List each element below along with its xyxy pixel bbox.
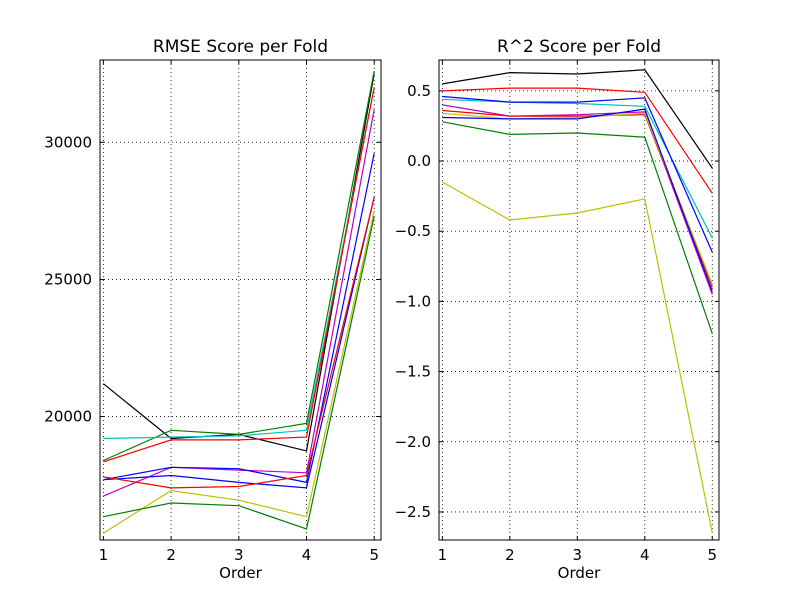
rmse-series-line-2	[103, 70, 375, 462]
r2-x-tick-label: 4	[640, 546, 650, 564]
r2-series-line-7	[442, 112, 713, 285]
r2-series-line-1	[442, 69, 713, 169]
r2-x-tick-label: 5	[707, 546, 717, 564]
r2-series-line-6	[442, 109, 713, 288]
r2-y-tick-label: −0.5	[395, 222, 431, 240]
r2-y-tick-label: −1.0	[395, 292, 431, 310]
r2-series-line-9	[442, 121, 713, 334]
rmse-y-tick-label: 20000	[44, 408, 92, 426]
rmse-x-axis-label: Order	[219, 564, 262, 582]
rmse-chart-title: RMSE Score per Fold	[153, 37, 328, 57]
r2-x-axis-label: Order	[558, 564, 601, 582]
r2-y-tick-label: −1.5	[395, 363, 431, 381]
rmse-series-line-8	[103, 196, 375, 489]
r2-x-tick-label: 3	[573, 546, 583, 564]
r2-x-tick-label: 1	[438, 546, 448, 564]
rmse-x-tick-label: 2	[166, 546, 176, 564]
r2-series-line-4	[442, 95, 713, 253]
rmse-series-line-7	[103, 196, 375, 489]
r2-series-line-10	[442, 181, 713, 534]
rmse-series-line-10	[103, 216, 375, 530]
rmse-y-tick-label: 25000	[44, 270, 92, 288]
r2-axes-frame	[438, 59, 720, 541]
r2-panel: 1 2 3 4 5 0.5 0.0 −0.5 −1.0 −1.5 −2.0 −2.5 R^2 Score…	[395, 37, 720, 582]
r2-y-tick-label: −2.5	[395, 503, 431, 521]
r2-y-tick-label: 0.0	[407, 152, 431, 170]
r2-y-tick-label: 0.5	[407, 82, 431, 100]
rmse-x-tick-label: 1	[99, 546, 109, 564]
rmse-x-tick-label: 4	[302, 546, 312, 564]
rmse-series-line-4	[103, 87, 375, 463]
r2-chart-title: R^2 Score per Fold	[497, 37, 661, 57]
r2-series-line-8	[442, 108, 713, 292]
r2-series-line-2	[442, 87, 713, 194]
r2-x-tick-label: 2	[505, 546, 515, 564]
rmse-axes-frame	[99, 59, 382, 541]
rmse-series-line-3	[103, 87, 375, 440]
rmse-series-line-6	[103, 153, 375, 484]
r2-y-tick-label: −2.0	[395, 433, 431, 451]
rmse-y-tick-label: 30000	[44, 133, 92, 151]
rmse-series-line-9	[103, 210, 375, 534]
rmse-x-tick-label: 3	[234, 546, 244, 564]
rmse-x-tick-label: 5	[369, 546, 379, 564]
rmse-panel: 1 2 3 4 5 20000 25000 30000 RMSE Score per Fold O…	[44, 37, 382, 582]
